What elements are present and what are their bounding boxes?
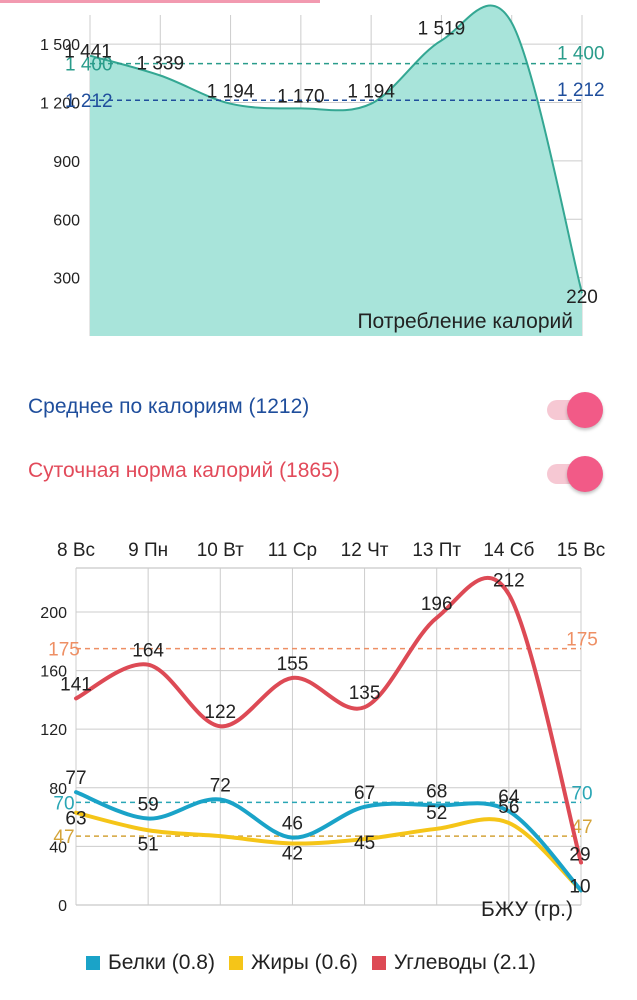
x-category-label: 14 Сб: [483, 540, 534, 561]
legend-label-protein: Белки (0.8): [108, 951, 215, 974]
switch-knob: [567, 456, 603, 492]
x-category-label: 10 Вт: [197, 540, 244, 561]
data-value-label: 68: [426, 781, 447, 802]
data-value-label: 135: [349, 683, 381, 704]
x-category-label: 9 Пн: [128, 540, 168, 561]
legend-swatch-protein: [86, 956, 100, 970]
data-value-label: 45: [354, 833, 375, 854]
legend-item-fat: Жиры (0.6): [228, 951, 358, 975]
series-line: [74, 810, 583, 893]
y-tick-label: 80: [49, 781, 67, 798]
macro-chart: 8 Вс 9 Пн 10 Вт 11 Ср 12 Чт 13 Пт 14 Сб 15 Вс 0 4…: [40, 540, 606, 921]
x-category-label: 13 Пт: [412, 540, 461, 561]
data-value-label: 67: [354, 783, 375, 804]
data-value-label: 1 194: [207, 82, 255, 103]
data-value-label: 122: [204, 702, 236, 723]
data-value-label: 1 441: [64, 42, 112, 63]
data-value-label: 42: [282, 843, 303, 864]
data-value-label: 220: [566, 287, 598, 308]
legend-item-protein: Белки (0.8): [86, 951, 215, 975]
y-tick-label: 600: [53, 212, 80, 229]
reference-label-right: 1 212: [557, 80, 605, 101]
data-value-label: 1 170: [277, 86, 325, 107]
reference-label-left: 1 400: [65, 55, 113, 76]
data-value-label: 164: [132, 641, 164, 662]
reference-label-left: 47: [53, 827, 74, 848]
series-line: [74, 790, 583, 893]
y-tick-label: 160: [40, 664, 67, 681]
chart-title: Потребление калорий: [357, 310, 573, 333]
legend-item-carbs: Углеводы (2.1): [371, 951, 536, 975]
data-value-label: 1 339: [137, 54, 185, 75]
data-value-label: 72: [210, 776, 231, 797]
data-value-label: 1 519: [418, 18, 466, 39]
series-line: [74, 576, 583, 865]
data-value-label: 10: [569, 876, 590, 897]
reference-label-right: 70: [571, 783, 592, 804]
data-value-label: 51: [138, 834, 159, 855]
reference-label-right: 1 400: [557, 44, 605, 65]
y-tick-label: 1 500: [40, 37, 80, 54]
data-value-label: 46: [282, 814, 303, 835]
y-tick-label: 200: [40, 605, 67, 622]
y-tick-label: 900: [53, 154, 80, 171]
reference-label-right: 47: [571, 817, 592, 838]
data-value-label: 77: [65, 768, 86, 789]
average-calories-switch[interactable]: [545, 387, 605, 428]
daily-norm-label: Суточная норма калорий (1865): [28, 459, 340, 482]
data-value-label: 59: [138, 795, 159, 816]
legend-swatch-fat: [228, 956, 243, 970]
y-tick-label: 0: [58, 898, 67, 915]
data-value-label: 29: [569, 845, 590, 866]
x-category-label: 11 Ср: [268, 540, 317, 561]
macro-legend: Белки (0.8) Жиры (0.6) Углеводы (2.1): [86, 948, 550, 978]
reference-label-left: 175: [48, 640, 80, 661]
chart-title: БЖУ (гр.): [481, 898, 573, 921]
calorie-line: [89, 4, 583, 294]
data-value-label: 155: [277, 654, 309, 675]
daily-norm-switch[interactable]: [545, 451, 605, 492]
reference-label-left: 1 212: [65, 91, 113, 112]
data-value-label: 196: [421, 594, 453, 615]
x-category-label: 8 Вс: [57, 540, 95, 561]
calorie-area: [90, 5, 582, 337]
top-accent-bar: [0, 0, 320, 3]
toggle-row-average: Среднее по калориям (1212): [0, 382, 637, 432]
legend-label-carbs: Углеводы (2.1): [393, 951, 536, 974]
x-category-label: 12 Чт: [341, 540, 389, 561]
switch-knob: [567, 392, 603, 428]
x-category-label: 15 Вс: [557, 540, 606, 561]
data-value-label: 56: [498, 797, 519, 818]
data-value-label: 1 194: [347, 82, 395, 103]
data-value-label: 63: [65, 809, 86, 830]
data-value-label: 212: [493, 570, 525, 591]
reference-label-right: 175: [566, 630, 598, 651]
data-value-label: 52: [426, 803, 447, 824]
reference-label-left: 70: [53, 793, 74, 814]
data-value-label: 64: [498, 787, 520, 808]
y-tick-label: 40: [49, 839, 67, 856]
y-tick-label: 120: [40, 722, 67, 739]
average-calories-label: Среднее по калориям (1212): [28, 395, 310, 418]
data-value-label: 141: [60, 674, 92, 695]
toggle-row-norm: Суточная норма калорий (1865): [0, 446, 637, 496]
y-tick-label: 300: [53, 271, 80, 288]
legend-label-fat: Жиры (0.6): [250, 951, 358, 974]
legend-swatch-carbs: [371, 956, 386, 970]
y-tick-label: 1 200: [40, 96, 80, 113]
